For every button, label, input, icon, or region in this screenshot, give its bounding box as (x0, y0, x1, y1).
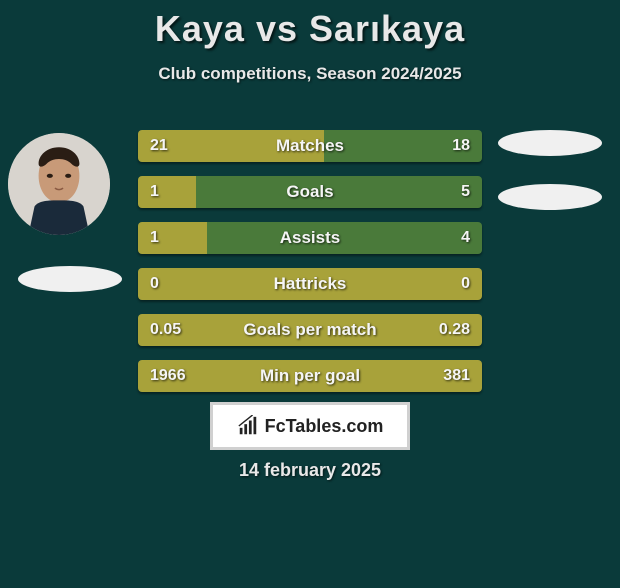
stat-row-goals: 1 Goals 5 (138, 176, 482, 208)
player-left-avatar (8, 133, 110, 235)
chart-icon (237, 415, 259, 437)
stat-value-right: 381 (443, 360, 470, 392)
page-subtitle: Club competitions, Season 2024/2025 (0, 64, 620, 84)
page-title: Kaya vs Sarıkaya (0, 8, 620, 50)
stat-label: Matches (138, 130, 482, 162)
stat-label: Hattricks (138, 268, 482, 300)
stat-row-matches: 21 Matches 18 (138, 130, 482, 162)
stat-value-right: 4 (461, 222, 470, 254)
player-right-badge (498, 184, 602, 210)
stat-row-goals-per-match: 0.05 Goals per match 0.28 (138, 314, 482, 346)
brand-logo[interactable]: FcTables.com (210, 402, 410, 450)
stat-row-assists: 1 Assists 4 (138, 222, 482, 254)
stat-value-right: 18 (452, 130, 470, 162)
stat-label: Goals per match (138, 314, 482, 346)
player-right-avatar-placeholder (498, 130, 602, 156)
stat-row-hattricks: 0 Hattricks 0 (138, 268, 482, 300)
stat-label: Goals (138, 176, 482, 208)
stat-value-right: 5 (461, 176, 470, 208)
footer-date: 14 february 2025 (0, 460, 620, 481)
stat-value-right: 0 (461, 268, 470, 300)
stats-container: 21 Matches 18 1 Goals 5 1 Assists 4 0 Ha… (138, 130, 482, 406)
stat-label: Min per goal (138, 360, 482, 392)
stat-value-right: 0.28 (439, 314, 470, 346)
brand-text: FcTables.com (265, 416, 384, 437)
player-left-badge (18, 266, 122, 292)
stat-row-min-per-goal: 1966 Min per goal 381 (138, 360, 482, 392)
stat-label: Assists (138, 222, 482, 254)
